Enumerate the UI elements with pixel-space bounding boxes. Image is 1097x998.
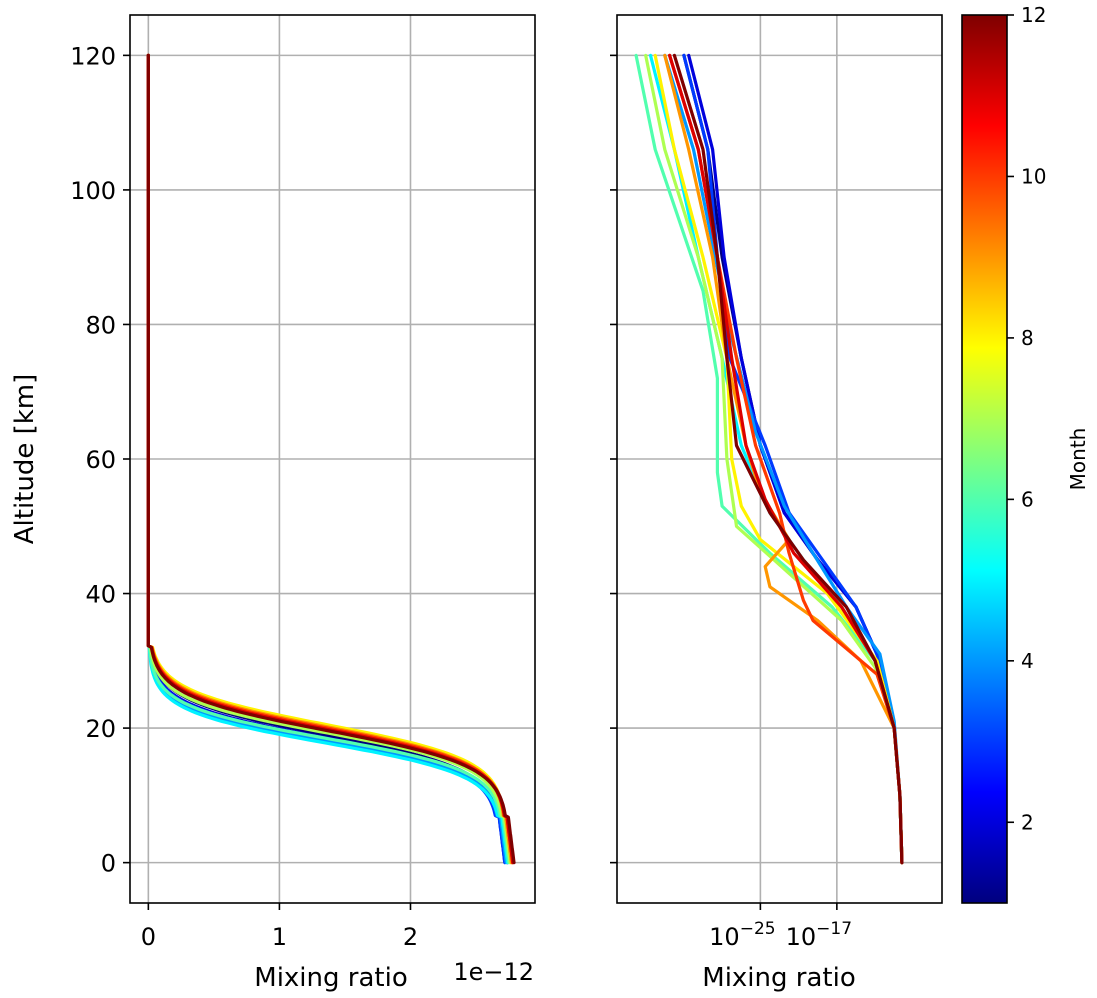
left-x-tick-label: 0: [141, 923, 156, 951]
left-y-tick-label: 60: [85, 446, 116, 474]
colorbar-gradient: [962, 15, 1007, 903]
right-x-axis-label: Mixing ratio: [702, 963, 855, 993]
colorbar-tick-label: 8: [1021, 326, 1034, 350]
colorbar-tick-label: 12: [1021, 3, 1046, 27]
left-x-multiplier: 1e−12: [453, 958, 534, 986]
colorbar: 2 4 6 8 10 12 Month: [961, 3, 1090, 904]
left-series-lines: [146, 53, 516, 865]
colorbar-label: Month: [1066, 428, 1090, 491]
left-x-tick-label: 1: [272, 923, 287, 951]
right-series-month-12: [672, 53, 904, 865]
left-x-tick-label: 2: [403, 923, 418, 951]
left-x-axis-label: Mixing ratio: [254, 963, 407, 993]
left-y-tick-label: 100: [70, 177, 116, 205]
colorbar-ticks: 2 4 6 8 10 12: [1007, 3, 1046, 834]
left-y-axis-label: Altitude [km]: [10, 374, 40, 545]
right-panel: 10−25 10−17 Mixing ratio: [610, 14, 943, 993]
colorbar-tick-label: 6: [1021, 487, 1034, 511]
left-y-tick-label: 0: [101, 850, 116, 878]
left-y-tick-label: 120: [70, 42, 116, 70]
left-y-tick-label: 20: [85, 715, 116, 743]
right-x-tick-label: 10−25: [709, 919, 775, 951]
colorbar-frame: [961, 14, 1008, 904]
colorbar-tick-label: 2: [1021, 810, 1034, 834]
left-series-month-12: [146, 53, 516, 865]
right-series-month-9: [663, 53, 904, 865]
colorbar-tick-label: 10: [1021, 164, 1046, 188]
right-x-tick-label: 10−17: [786, 919, 852, 951]
left-y-tick-label: 80: [85, 311, 116, 339]
colorbar-tick-label: 4: [1021, 649, 1034, 673]
left-y-tick-label: 40: [85, 581, 116, 609]
right-series-lines: [634, 53, 904, 865]
